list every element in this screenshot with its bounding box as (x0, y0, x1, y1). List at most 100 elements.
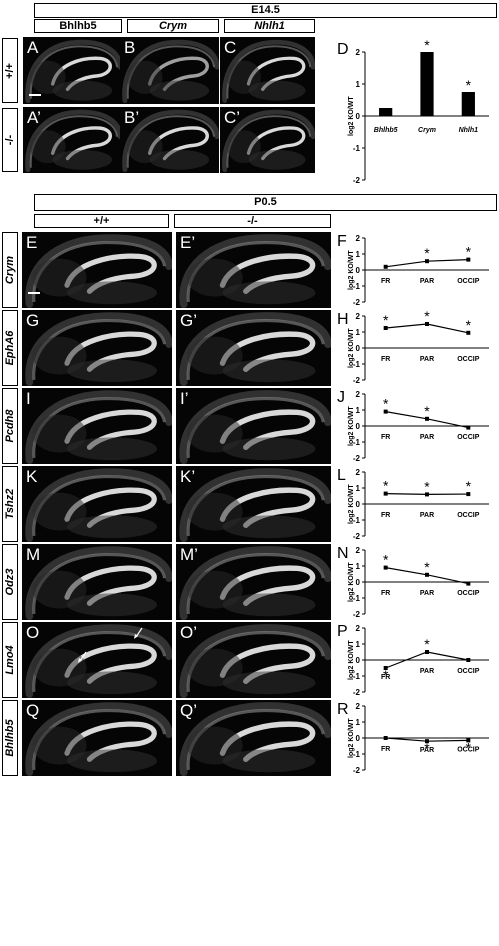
y-tick-label: 2 (356, 624, 361, 633)
significance-star: * (424, 403, 430, 419)
y-tick-label: -2 (353, 176, 361, 185)
data-point (466, 425, 471, 430)
brain-section-image (25, 702, 172, 776)
brain-section-image (25, 390, 172, 464)
brain-section-image (25, 624, 172, 698)
significance-star: * (383, 552, 389, 568)
brain-section-image (179, 546, 331, 620)
panel-letter: C’ (224, 108, 241, 127)
panel-letter: D (337, 41, 349, 58)
category-label: FR (381, 746, 390, 753)
e145-panel-crym-wt: B (120, 37, 219, 104)
y-tick-label: 1 (356, 718, 361, 727)
data-point (466, 257, 471, 262)
p05-panel-pcdh8-wt: I (22, 388, 172, 464)
p05-gene-label-odz3: Odz3 (2, 544, 18, 620)
category-label: FR (381, 674, 390, 681)
y-tick-label: 2 (356, 312, 361, 321)
data-point (383, 736, 388, 740)
p05-gene-label-lmo4: Lmo4 (2, 622, 18, 698)
category-label: FR (381, 434, 390, 441)
panel-letter: I (26, 389, 31, 408)
y-tick-label: -2 (353, 532, 361, 541)
scale-bar (29, 94, 41, 96)
panel-letter: P (337, 623, 348, 640)
y-tick-label: -1 (353, 672, 361, 681)
significance-star: * (383, 396, 389, 412)
y-tick-label: -1 (353, 516, 361, 525)
category-label: OCCIP (457, 278, 480, 285)
y-tick-label: -1 (353, 144, 361, 153)
p05-stage-header: P0.5 (34, 194, 497, 211)
y-tick-label: 1 (356, 640, 361, 649)
p05-gene-label-pcdh8: Pcdh8 (2, 388, 18, 464)
significance-star: * (466, 77, 472, 93)
y-tick-label: -1 (353, 438, 361, 447)
brain-section-image (222, 109, 315, 173)
panel-letter: L (337, 467, 346, 484)
panel-letter: E (26, 233, 38, 252)
e145-gene-header-bhlhb5: Bhlhb5 (34, 19, 122, 33)
significance-star: * (424, 245, 430, 261)
category-label: PAR (420, 747, 434, 754)
p05-col-header-wt: +/+ (34, 214, 169, 228)
p05-panel-odz3-wt: M (22, 544, 172, 620)
p05-panel-pcdh8-ko: I’ (176, 388, 331, 464)
panel-letter: O’ (180, 623, 197, 642)
y-tick-label: 2 (356, 390, 361, 399)
p05-gene-label-crym: Crym (2, 232, 18, 308)
brain-section-image (179, 468, 331, 542)
significance-star: * (466, 244, 472, 260)
panel-letter: M (26, 545, 41, 564)
brain-section-image (25, 468, 172, 542)
category-label: PAR (420, 434, 434, 441)
data-point (425, 650, 429, 654)
e145-panel-nhlh1-wt: C (220, 37, 315, 104)
p05-gene-label-epha6: EphA6 (2, 310, 18, 386)
y-tick-label: -2 (353, 610, 361, 619)
significance-star: * (466, 317, 472, 333)
brain-section-image (179, 312, 331, 386)
significance-star: * (424, 478, 430, 494)
y-tick-label: 0 (356, 112, 361, 121)
panel-letter: F (337, 233, 347, 250)
category-label: OCCIP (457, 434, 480, 441)
panel-letter: J (337, 389, 345, 406)
p05-panel-lmo4-ko: O’ (176, 622, 331, 698)
significance-star: * (466, 739, 472, 755)
brain-section-image (25, 312, 172, 386)
y-tick-label: 2 (356, 234, 361, 243)
category-label: PAR (420, 278, 434, 285)
y-tick-label: 0 (356, 266, 361, 275)
category-label: OCCIP (457, 512, 480, 519)
data-point (466, 658, 471, 662)
category-label: Nhlh1 (459, 127, 479, 134)
significance-star: * (424, 636, 430, 652)
arrow-icon (78, 651, 87, 663)
panel-letter: G (26, 311, 40, 330)
data-point (383, 565, 388, 570)
y-tick-label: -2 (353, 298, 361, 307)
bar (461, 92, 475, 116)
category-label: PAR (420, 512, 434, 519)
panel-letter: I’ (180, 389, 189, 408)
e145-stage-header: E14.5 (34, 3, 497, 18)
data-point (425, 492, 429, 497)
significance-star: * (424, 310, 430, 324)
data-point (383, 264, 388, 269)
y-axis-label: log2 KO/WT (348, 484, 355, 524)
panel-letter: N (337, 545, 349, 562)
data-point (466, 738, 471, 743)
category-label: FR (381, 278, 390, 285)
brain-section-image (25, 234, 172, 308)
y-axis-label: log2 KO/WT (348, 562, 355, 602)
y-tick-label: -2 (353, 376, 361, 385)
panel-letter: K (26, 467, 38, 486)
y-axis-label: log2 KO/WT (348, 96, 355, 136)
y-tick-label: 1 (356, 484, 361, 493)
panel-letter: A’ (27, 108, 41, 127)
p05-panel-tshz2-wt: K (22, 466, 172, 542)
